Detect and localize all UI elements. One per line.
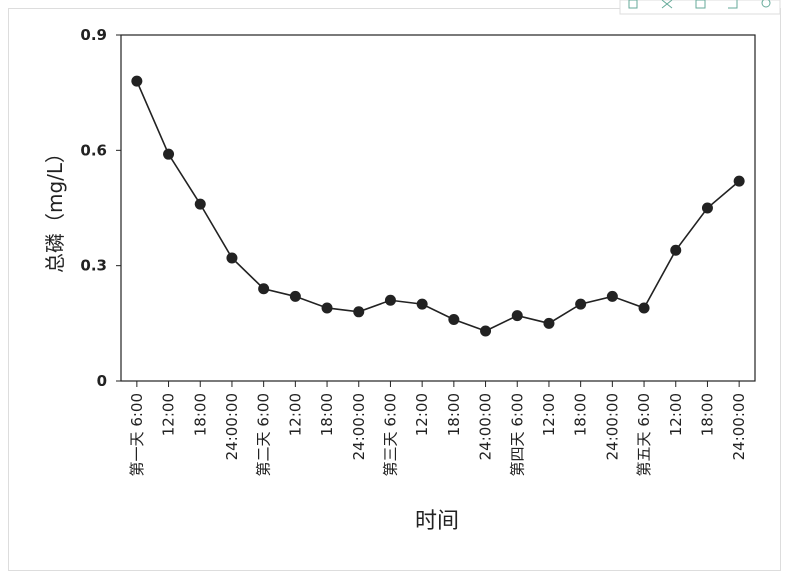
marker (226, 252, 238, 264)
x-tick-label: 24:00:00 (603, 393, 621, 460)
x-tick-label: 第二天 6:00 (255, 393, 273, 476)
marker (575, 298, 587, 310)
x-tick-label: 24:00:00 (477, 393, 495, 460)
x-tick-label: 18:00 (698, 393, 716, 436)
marker (289, 290, 301, 302)
toolbar[interactable] (619, 0, 781, 15)
x-tick-label: 12:00 (540, 393, 558, 436)
x-tick-label: 12:00 (413, 393, 431, 436)
x-axis-label: 时间 (415, 509, 459, 534)
y-axis-label: 总磷（mg/L） (43, 143, 67, 273)
x-tick-label: 18:00 (572, 393, 590, 436)
y-tick-label: 0 (97, 372, 107, 390)
x-tick-label: 12:00 (667, 393, 685, 436)
x-tick-label: 24:00:00 (223, 393, 241, 460)
marker (606, 290, 618, 302)
marker (701, 202, 713, 214)
x-tick-label: 24:00:00 (730, 393, 748, 460)
line (136, 80, 740, 332)
frame (8, 8, 781, 571)
marker (321, 302, 333, 314)
x-tick-label: 第一天 6:00 (128, 393, 146, 476)
marker (194, 198, 206, 210)
x-tick-label: 18:00 (318, 393, 336, 436)
marker (384, 294, 396, 306)
x-tick-label: 第三天 6:00 (381, 393, 399, 476)
x-tick-label: 18:00 (445, 393, 463, 436)
marker (353, 306, 365, 318)
y-tick-label: 0.3 (80, 257, 107, 275)
marker (131, 75, 143, 87)
x-tick-label: 24:00:00 (350, 393, 368, 460)
marker (670, 244, 682, 256)
marker (258, 283, 270, 295)
x-tick-label: 18:00 (191, 393, 209, 436)
marker (416, 298, 428, 310)
x-tick-label: 12:00 (286, 393, 304, 436)
marker (448, 313, 460, 325)
marker (638, 302, 650, 314)
marker (733, 175, 745, 187)
plot-area (120, 34, 756, 382)
marker (543, 317, 555, 329)
marker (480, 325, 492, 337)
x-tick-label: 第四天 6:00 (508, 393, 526, 476)
marker (163, 148, 175, 160)
x-tick-label: 12:00 (160, 393, 178, 436)
marker (511, 310, 523, 322)
x-tick-label: 第五天 6:00 (635, 393, 653, 476)
y-tick-label: 0.9 (80, 26, 107, 44)
y-tick-label: 0.6 (80, 141, 107, 159)
